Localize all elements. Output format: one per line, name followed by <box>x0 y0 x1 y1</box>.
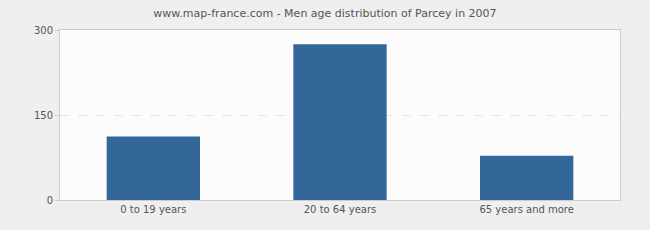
svg-text:150: 150 <box>34 110 53 121</box>
svg-text:20 to 64 years: 20 to 64 years <box>304 204 377 215</box>
svg-text:0: 0 <box>47 195 53 206</box>
svg-text:0 to 19 years: 0 to 19 years <box>120 204 186 215</box>
svg-text:65 years and more: 65 years and more <box>479 204 574 215</box>
svg-text:300: 300 <box>34 25 53 36</box>
svg-text:www.map-france.com - Men age d: www.map-france.com - Men age distributio… <box>153 7 496 20</box>
